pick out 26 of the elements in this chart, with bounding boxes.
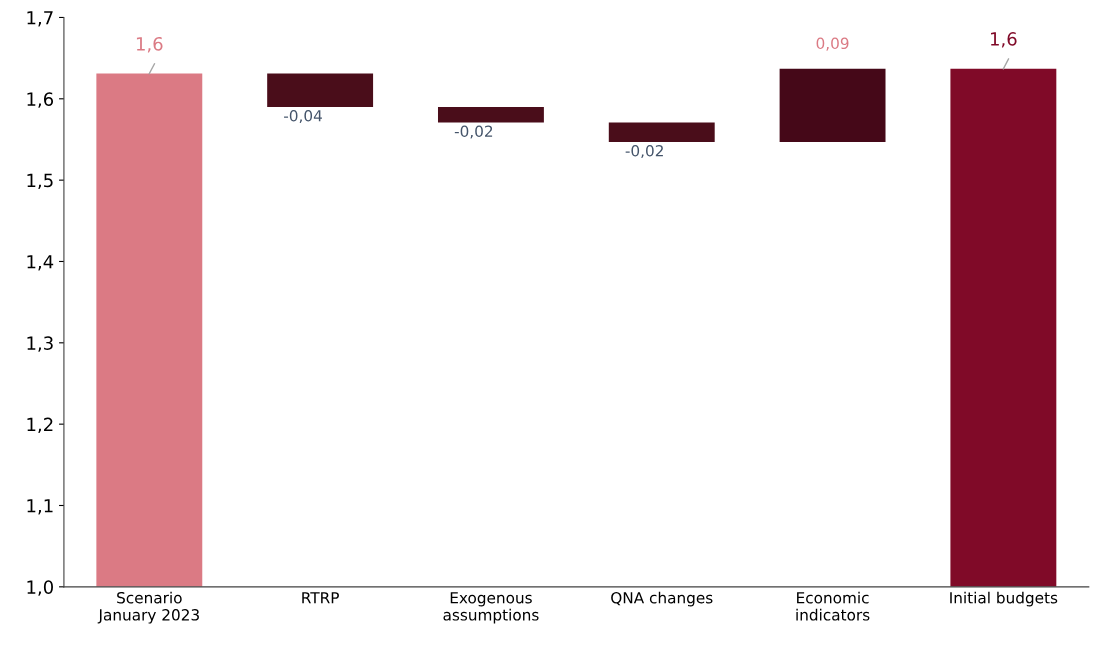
bar: [779, 68, 886, 142]
data-label: -0,04: [284, 109, 322, 124]
y-tick-label: 1,0: [27, 580, 53, 596]
y-tick-label: 1,2: [27, 417, 53, 434]
x-tick-label: Scenario January 2023: [97, 591, 199, 624]
y-tick-label: 1,1: [27, 499, 53, 515]
bar: [96, 73, 203, 587]
x-tick-label: QNA changes: [611, 591, 713, 607]
data-label: 1,6: [991, 32, 1017, 48]
x-tick-label: RTRP: [302, 592, 339, 604]
x-tick-label: Exogenous assumptions: [443, 592, 539, 624]
data-label: -0,02: [625, 144, 663, 159]
y-tick-label: 1,7: [27, 11, 53, 27]
y-tick-label: 1,5: [27, 173, 53, 190]
y-tick-label: 1,4: [27, 255, 54, 271]
y-tick-label: 1,6: [27, 92, 54, 108]
data-label: 0,09: [816, 37, 849, 51]
data-label: -0,02: [454, 125, 493, 139]
x-tick-label: Initial budgets: [950, 591, 1058, 607]
bar: [608, 122, 715, 142]
bar: [950, 68, 1057, 587]
data-label: 1,6: [136, 36, 163, 53]
bar: [437, 106, 544, 123]
x-tick-label: Economic indicators: [796, 591, 870, 621]
y-tick-label: 1,3: [27, 336, 53, 352]
bar: [267, 73, 374, 107]
